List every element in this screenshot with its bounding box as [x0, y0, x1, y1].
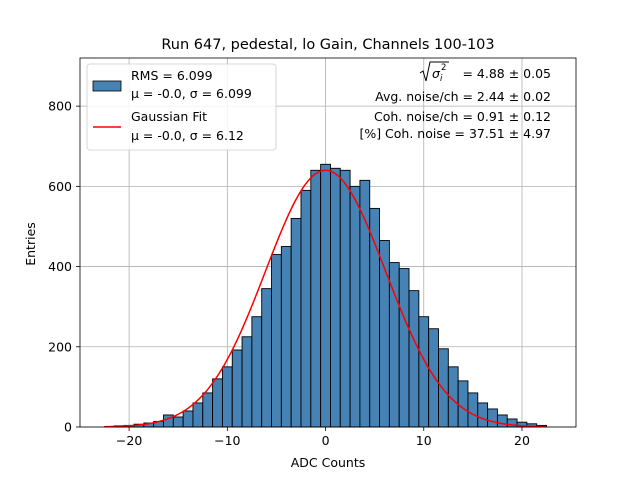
histogram-bar [428, 328, 439, 428]
sqrt-sigma-symbol: σ i 2 [419, 61, 449, 84]
legend-histogram-stats: μ = -0.0, σ = 6.099 [131, 86, 252, 101]
noise-annotations: σ i 2 = 4.88 ± 0.05 Avg. noise/ch = 2.44… [359, 61, 551, 141]
axes-frame [79, 57, 577, 428]
histogram-bars [104, 163, 547, 428]
sqrt-noise-value: = 4.88 ± 0.05 [462, 66, 551, 81]
histogram-bar [418, 316, 430, 428]
avg-noise-text: Avg. noise/ch = 2.44 ± 0.02 [375, 89, 551, 104]
histogram-bar [398, 268, 410, 428]
y-axis-label: Entries [23, 222, 38, 266]
histogram-bar [251, 316, 263, 428]
y-tick-label: 400 [48, 259, 72, 274]
svg-text:σ: σ [432, 66, 441, 81]
histogram-bar [202, 392, 214, 428]
histogram-bar [271, 254, 282, 428]
histogram-bar [467, 392, 479, 428]
gaussian-fit-line [104, 169, 547, 428]
legend: RMS = 6.099 μ = -0.0, σ = 6.099 Gaussian… [86, 63, 277, 151]
histogram-bar [212, 378, 223, 428]
histogram-bar [310, 169, 322, 428]
histogram-bar [241, 336, 253, 428]
x-tick-label: 20 [514, 433, 530, 448]
histogram-bar [359, 179, 371, 428]
legend-fit-label: Gaussian Fit [131, 109, 207, 124]
histogram-bar [496, 414, 508, 428]
histogram-bar [408, 290, 420, 428]
histogram-bar [330, 167, 341, 428]
histogram-bar [477, 402, 489, 428]
svg-text:2: 2 [441, 63, 446, 73]
histogram-bar [182, 410, 194, 428]
x-tick-label: −20 [116, 433, 142, 448]
histogram-bar [339, 169, 351, 428]
histogram-bar [221, 366, 233, 428]
coh-noise-text: Coh. noise/ch = 0.91 ± 0.12 [374, 109, 551, 124]
histogram-bar [487, 408, 498, 428]
histogram-bar [349, 185, 361, 428]
legend-histogram-label: RMS = 6.099 [131, 68, 213, 83]
y-tick-label: 0 [64, 420, 72, 435]
legend-frame [86, 63, 277, 151]
histogram-bar [388, 262, 400, 428]
histogram-bar [192, 402, 204, 428]
x-tick-label: 10 [416, 433, 432, 448]
histogram-bar [231, 349, 243, 428]
histogram-bar [172, 416, 184, 428]
x-tick-label: −10 [214, 433, 240, 448]
y-tick-label: 200 [48, 339, 72, 354]
y-tick-label: 600 [48, 179, 72, 194]
svg-text:i: i [440, 74, 443, 84]
chart-title: Run 647, pedestal, lo Gain, Channels 100… [161, 37, 494, 53]
x-tick-label: 0 [322, 433, 330, 448]
histogram-bar [457, 380, 469, 428]
histogram-bar [261, 288, 272, 428]
legend-fit-stats: μ = -0.0, σ = 6.12 [131, 128, 244, 143]
histogram-bar [280, 246, 292, 428]
x-axis-label: ADC Counts [291, 455, 366, 470]
y-tick-label: 800 [48, 99, 72, 114]
histogram-bar [320, 163, 331, 428]
histogram-bar [290, 217, 302, 428]
histogram-bar [300, 189, 312, 428]
legend-histogram-swatch [92, 80, 122, 92]
pct-coh-noise-text: [%] Coh. noise = 37.51 ± 4.97 [359, 126, 551, 141]
histogram-bar [438, 348, 449, 428]
